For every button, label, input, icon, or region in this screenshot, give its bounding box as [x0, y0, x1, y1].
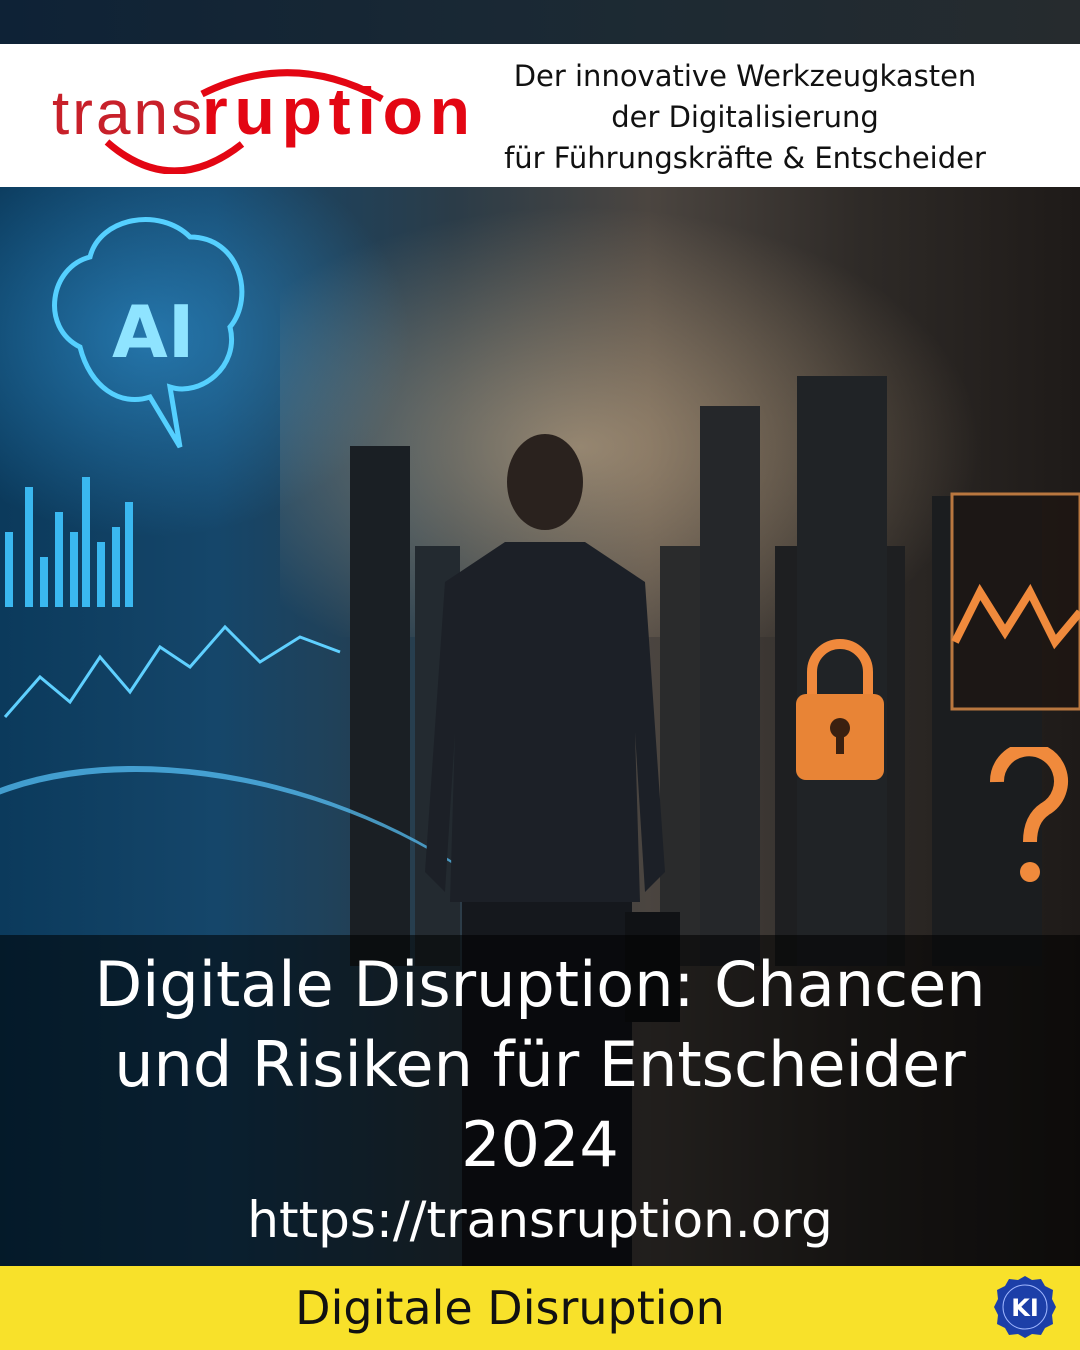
line-chart-icon — [950, 492, 1080, 711]
svg-text:ruption: ruption — [202, 74, 470, 148]
title-line: 2024 — [461, 1108, 619, 1181]
footer-bar: Digitale Disruption KI — [0, 1266, 1080, 1350]
transruption-logo: trans ruption — [52, 69, 470, 174]
building — [660, 546, 700, 966]
title-line: Digitale Disruption: Chancen — [94, 948, 986, 1021]
brain-icon: AI — [52, 217, 245, 449]
tagline: Der innovative Werkzeugkasten der Digita… — [480, 56, 1010, 179]
tagline-line: Der innovative Werkzeugkasten — [513, 59, 977, 93]
bar-chart-icon — [5, 477, 133, 607]
footer-label: Digitale Disruption — [295, 1281, 725, 1335]
header: trans ruption Der innovative Werkzeugkas… — [0, 44, 1080, 187]
website-link[interactable]: https://transruption.org — [247, 1191, 833, 1249]
lock-icon — [796, 639, 884, 780]
main-title: Digitale Disruption: Chancen und Risiken… — [0, 945, 1080, 1185]
line-chart-icon — [3, 624, 341, 718]
tagline-line: der Digitalisierung — [611, 100, 879, 134]
question-mark-icon — [989, 747, 1068, 882]
building — [350, 446, 410, 966]
tagline-line: für Führungskräfte & Entscheider — [504, 141, 986, 175]
title-overlay — [0, 935, 1080, 1266]
top-band — [0, 0, 1080, 44]
ai-label: AI — [112, 290, 195, 374]
badge-text: KI — [1011, 1294, 1039, 1322]
ki-seal-icon: KI — [994, 1276, 1056, 1338]
title-line: und Risiken für Entscheider — [114, 1028, 966, 1101]
building — [700, 406, 760, 966]
svg-text:trans: trans — [52, 79, 202, 148]
hero-image: AI — [0, 187, 1080, 1266]
